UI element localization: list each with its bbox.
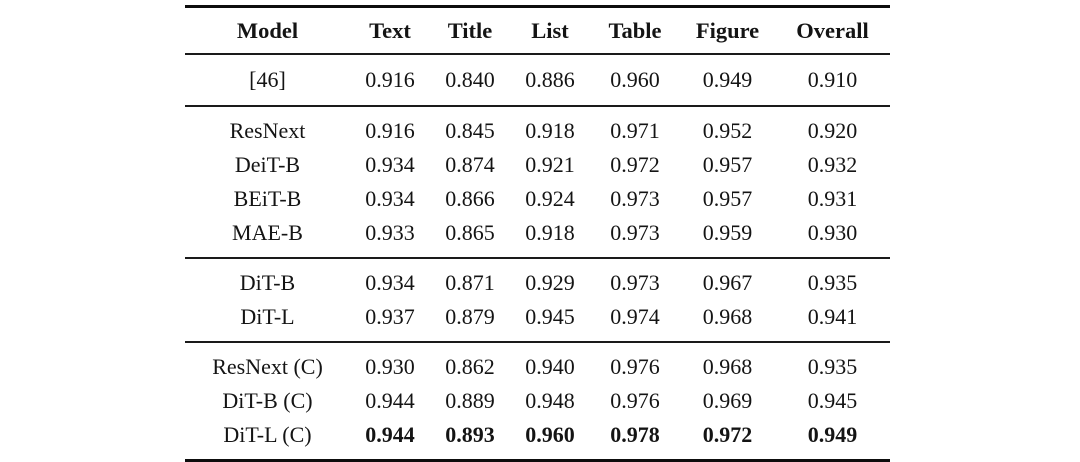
column-header-overall: Overall [796, 17, 869, 43]
section-cascade: ResNext (C) 0.930 0.862 0.940 0.976 0.96… [185, 342, 890, 461]
value-cell: 0.871 [445, 270, 495, 295]
value-cell: 0.945 [525, 304, 575, 329]
value-cell: 0.972 [610, 152, 660, 177]
column-header-text: Text [369, 17, 411, 43]
value-cell: 0.959 [702, 220, 753, 245]
value-cell: 0.886 [525, 67, 575, 92]
table-row: DiT-B 0.934 0.871 0.929 0.973 0.967 0.93… [185, 258, 890, 300]
value-cell: 0.973 [610, 220, 660, 245]
table-row: BEiT-B 0.934 0.866 0.924 0.973 0.957 0.9… [185, 182, 890, 216]
value-cell: 0.930 [807, 220, 858, 245]
value-cell: 0.968 [702, 304, 753, 329]
value-cell: 0.929 [525, 270, 575, 295]
value-cell: 0.949 [702, 67, 753, 92]
value-cell: 0.893 [445, 422, 495, 447]
table-row: DiT-B (C) 0.944 0.889 0.948 0.976 0.969 … [185, 384, 890, 418]
model-cell: ResNext (C) [212, 354, 323, 379]
value-cell: 0.930 [365, 354, 415, 379]
header-row: Model Text Title List Table Figure Overa… [185, 7, 890, 55]
model-cell: DiT-B (C) [222, 388, 313, 413]
section-backbones: ResNext 0.916 0.845 0.918 0.971 0.952 0.… [185, 106, 890, 258]
value-cell: 0.866 [445, 186, 495, 211]
value-cell: 0.934 [365, 270, 415, 295]
value-cell: 0.865 [445, 220, 495, 245]
model-cell: [46] [249, 67, 286, 92]
model-cell: DiT-B [239, 270, 296, 295]
table-row: DeiT-B 0.934 0.874 0.921 0.972 0.957 0.9… [185, 148, 890, 182]
model-cell: DiT-L [240, 304, 295, 329]
value-cell: 0.949 [807, 422, 858, 447]
model-cell: MAE-B [232, 220, 303, 245]
value-cell: 0.945 [807, 388, 858, 413]
value-cell: 0.933 [365, 220, 415, 245]
section-dit: DiT-B 0.934 0.871 0.929 0.973 0.967 0.93… [185, 258, 890, 342]
value-cell: 0.935 [807, 270, 858, 295]
value-cell: 0.971 [610, 118, 660, 143]
table-row-best: DiT-L (C) 0.944 0.893 0.960 0.978 0.972 … [185, 418, 890, 461]
value-cell: 0.957 [702, 152, 753, 177]
results-table-container: Model Text Title List Table Figure Overa… [185, 5, 890, 462]
column-header-title: Title [447, 17, 493, 43]
value-cell: 0.918 [525, 118, 575, 143]
value-cell: 0.937 [365, 304, 415, 329]
value-cell: 0.918 [525, 220, 575, 245]
value-cell: 0.976 [610, 388, 660, 413]
value-cell: 0.952 [702, 118, 753, 143]
value-cell: 0.940 [525, 354, 575, 379]
value-cell: 0.941 [807, 304, 858, 329]
model-cell: DeiT-B [234, 152, 301, 177]
value-cell: 0.934 [365, 152, 415, 177]
table-row: DiT-L 0.937 0.879 0.945 0.974 0.968 0.94… [185, 300, 890, 342]
value-cell: 0.948 [525, 388, 575, 413]
value-cell: 0.840 [445, 67, 495, 92]
model-cell: BEiT-B [233, 186, 302, 211]
value-cell: 0.862 [445, 354, 495, 379]
value-cell: 0.932 [807, 152, 858, 177]
value-cell: 0.960 [525, 422, 575, 447]
column-header-list: List [531, 17, 569, 43]
column-header-figure: Figure [695, 17, 760, 43]
column-header-table: Table [608, 17, 662, 43]
value-cell: 0.874 [445, 152, 495, 177]
value-cell: 0.916 [365, 118, 415, 143]
value-cell: 0.976 [610, 354, 660, 379]
value-cell: 0.845 [445, 118, 495, 143]
value-cell: 0.910 [807, 67, 858, 92]
value-cell: 0.879 [445, 304, 495, 329]
table-row: MAE-B 0.933 0.865 0.918 0.973 0.959 0.93… [185, 216, 890, 258]
value-cell: 0.931 [807, 186, 858, 211]
value-cell: 0.924 [525, 186, 575, 211]
model-cell: DiT-L (C) [223, 422, 312, 447]
value-cell: 0.944 [365, 388, 415, 413]
value-cell: 0.960 [610, 67, 660, 92]
model-cell: ResNext [229, 118, 306, 143]
value-cell: 0.973 [610, 186, 660, 211]
column-header-model: Model [236, 17, 299, 43]
value-cell: 0.944 [365, 422, 415, 447]
table-row: ResNext (C) 0.930 0.862 0.940 0.976 0.96… [185, 342, 890, 384]
table-row: ResNext 0.916 0.845 0.918 0.971 0.952 0.… [185, 106, 890, 148]
results-table: Model Text Title List Table Figure Overa… [185, 5, 890, 462]
value-cell: 0.889 [445, 388, 495, 413]
value-cell: 0.935 [807, 354, 858, 379]
value-cell: 0.969 [702, 388, 753, 413]
value-cell: 0.974 [610, 304, 660, 329]
table-row: [46] 0.916 0.840 0.886 0.960 0.949 0.910 [185, 54, 890, 106]
value-cell: 0.972 [702, 422, 753, 447]
value-cell: 0.934 [365, 186, 415, 211]
value-cell: 0.921 [525, 152, 575, 177]
value-cell: 0.920 [807, 118, 858, 143]
value-cell: 0.916 [365, 67, 415, 92]
value-cell: 0.967 [702, 270, 753, 295]
value-cell: 0.978 [610, 422, 660, 447]
value-cell: 0.968 [702, 354, 753, 379]
value-cell: 0.973 [610, 270, 660, 295]
section-baseline: [46] 0.916 0.840 0.886 0.960 0.949 0.910 [185, 54, 890, 106]
value-cell: 0.957 [702, 186, 753, 211]
table-header: Model Text Title List Table Figure Overa… [185, 7, 890, 55]
